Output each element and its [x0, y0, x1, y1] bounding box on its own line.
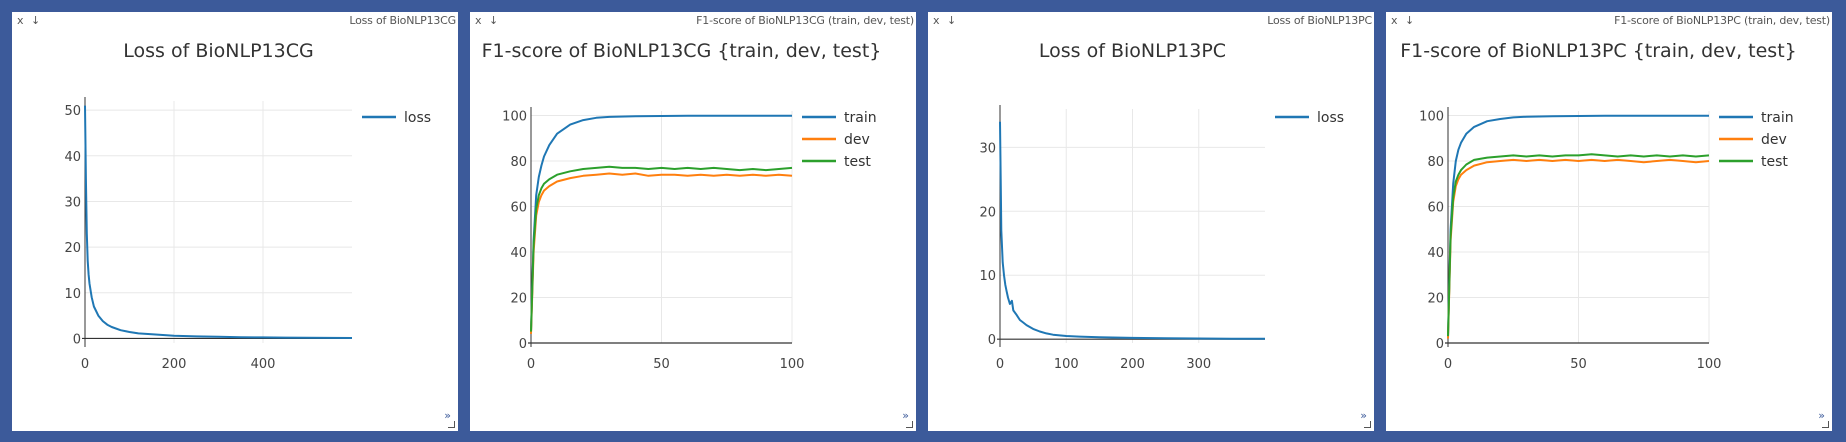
expand-icon: »	[1818, 409, 1825, 422]
series-line-dev	[530, 172, 793, 334]
close-icon[interactable]: x	[933, 14, 940, 27]
series-line-train	[1447, 114, 1709, 337]
chart-f1-cg: F1-score of BioNLP13CG {train, dev, test…	[482, 40, 882, 372]
resize-handle[interactable]: »	[901, 409, 913, 428]
close-icon[interactable]: x	[1391, 14, 1398, 27]
x-tick-label: 400	[251, 357, 276, 372]
legend-label-train: train	[1761, 110, 1794, 126]
legend-label-test: test	[1761, 154, 1788, 170]
y-tick-label: 100	[1419, 110, 1444, 125]
legend-label-train: train	[844, 110, 877, 126]
y-tick-label: 30	[64, 195, 81, 210]
panel-caption: Loss of BioNLP13PC	[1267, 14, 1372, 27]
series-line-loss	[84, 105, 353, 339]
y-tick-label: 20	[979, 205, 996, 220]
y-tick-label: 80	[1427, 155, 1444, 170]
resize-handle[interactable]: »	[1817, 409, 1829, 428]
y-tick-label: 20	[1427, 292, 1444, 307]
panel-caption: F1-score of BioNLP13PC (train, dev, test…	[1614, 14, 1830, 27]
chart-panel-f1-pc: x ↓ F1-score of BioNLP13PC (train, dev, …	[1386, 12, 1832, 431]
panel-caption: F1-score of BioNLP13CG (train, dev, test…	[696, 14, 914, 27]
legend-label-test: test	[844, 154, 871, 170]
series-line-loss	[999, 121, 1265, 340]
series-line-test	[1447, 153, 1710, 337]
series-line-train	[530, 114, 792, 332]
corner-icon	[1364, 421, 1371, 428]
y-tick-label: 40	[64, 150, 81, 165]
legend-label-dev: dev	[844, 132, 870, 148]
legend-label-loss: loss	[404, 110, 431, 126]
corner-icon	[448, 421, 455, 428]
panel-header: x ↓ F1-score of BioNLP13CG (train, dev, …	[470, 12, 916, 34]
y-tick-label: 60	[1427, 201, 1444, 216]
close-icon[interactable]: x	[475, 14, 482, 27]
y-tick-label: 0	[73, 332, 81, 347]
chart-loss-cg: Loss of BioNLP13CG 0 10 20 30 40 50 0 200 400 loss	[64, 40, 431, 372]
download-icon[interactable]: ↓	[947, 14, 957, 27]
y-tick-label: 20	[510, 292, 527, 307]
series-line-test	[530, 165, 793, 332]
x-tick-label: 100	[780, 357, 805, 372]
legend-label-loss: loss	[1317, 110, 1344, 126]
x-tick-label: 50	[653, 357, 670, 372]
resize-handle[interactable]: »	[1359, 409, 1371, 428]
y-tick-label: 10	[979, 269, 996, 284]
y-tick-label: 40	[1427, 246, 1444, 261]
y-tick-label: 0	[1436, 337, 1444, 352]
chart-title: F1-score of BioNLP13PC {train, dev, test…	[1400, 40, 1797, 62]
panel-header: x ↓ F1-score of BioNLP13PC (train, dev, …	[1386, 12, 1832, 34]
x-tick-label: 0	[996, 357, 1004, 372]
y-tick-label: 0	[519, 337, 527, 352]
expand-icon: »	[902, 409, 909, 422]
chart-panel-f1-cg: x ↓ F1-score of BioNLP13CG (train, dev, …	[470, 12, 916, 431]
y-tick-label: 60	[510, 201, 527, 216]
resize-handle[interactable]: »	[443, 409, 455, 428]
y-tick-label: 100	[502, 110, 527, 125]
download-icon[interactable]: ↓	[489, 14, 499, 27]
download-icon[interactable]: ↓	[1405, 14, 1415, 27]
chart-title: F1-score of BioNLP13CG {train, dev, test…	[482, 40, 882, 62]
x-tick-label: 200	[1120, 357, 1145, 372]
corner-icon	[906, 421, 913, 428]
chart-title: Loss of BioNLP13PC	[1039, 40, 1226, 62]
y-tick-label: 50	[64, 104, 81, 119]
chart-f1-pc: F1-score of BioNLP13PC {train, dev, test…	[1400, 40, 1797, 372]
close-icon[interactable]: x	[17, 14, 24, 27]
y-tick-label: 10	[64, 287, 81, 302]
panel-header: x ↓ Loss of BioNLP13CG	[12, 12, 458, 34]
download-icon[interactable]: ↓	[31, 14, 41, 27]
x-tick-label: 300	[1186, 357, 1211, 372]
x-tick-label: 50	[1570, 357, 1587, 372]
corner-icon	[1822, 421, 1829, 428]
y-tick-label: 80	[510, 155, 527, 170]
chart-panel-loss-cg: x ↓ Loss of BioNLP13CG Loss of BioNLP13C…	[12, 12, 458, 431]
y-tick-label: 30	[979, 141, 996, 156]
y-tick-label: 20	[64, 241, 81, 256]
chart-panel-loss-pc: x ↓ Loss of BioNLP13PC Loss of BioNLP13P…	[928, 12, 1374, 431]
x-tick-label: 100	[1054, 357, 1079, 372]
expand-icon: »	[444, 409, 451, 422]
panel-header: x ↓ Loss of BioNLP13PC	[928, 12, 1374, 34]
expand-icon: »	[1360, 409, 1367, 422]
legend-label-dev: dev	[1761, 132, 1787, 148]
x-tick-label: 0	[1444, 357, 1452, 372]
chart-title: Loss of BioNLP13CG	[123, 40, 313, 62]
y-tick-label: 40	[510, 246, 527, 261]
x-tick-label: 200	[162, 357, 187, 372]
x-tick-label: 0	[81, 357, 89, 372]
panel-caption: Loss of BioNLP13CG	[349, 14, 456, 27]
x-tick-label: 100	[1697, 357, 1722, 372]
series-line-dev	[1447, 158, 1710, 339]
x-tick-label: 0	[527, 357, 535, 372]
y-tick-label: 0	[988, 333, 996, 348]
